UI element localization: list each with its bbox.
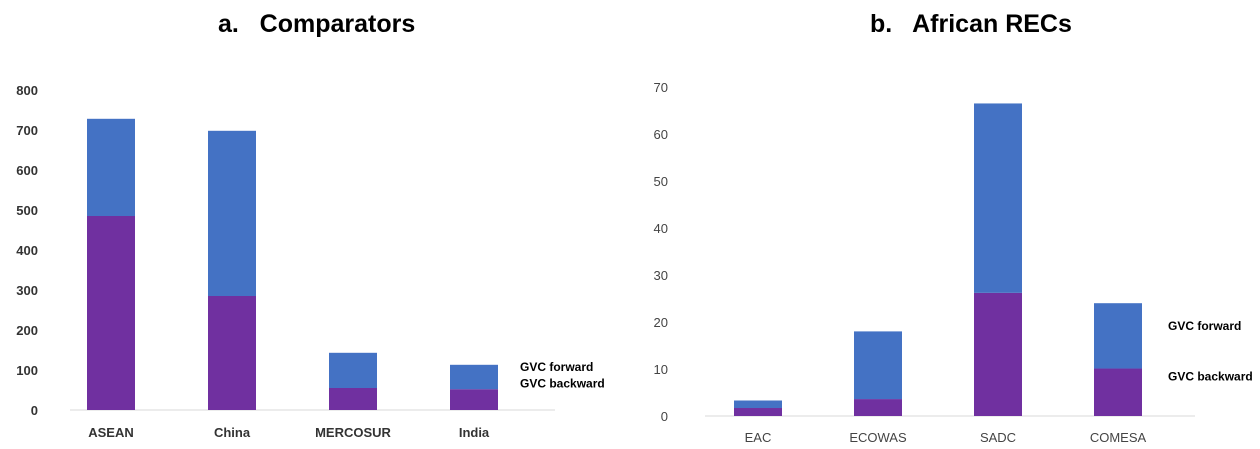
chart-a-x-label: India — [459, 425, 490, 440]
chart-a-bar-mercosur-backward — [329, 388, 377, 410]
chart-a-legend-backward: GVC backward — [520, 377, 605, 391]
chart-b-bar-eac-forward — [734, 400, 782, 409]
chart-a-x-label: MERCOSUR — [315, 425, 391, 440]
chart-b-ytick-label: 50 — [654, 174, 668, 189]
chart-b-ytick-label: 20 — [654, 315, 668, 330]
chart-b-ytick-label: 10 — [654, 362, 668, 377]
chart-b-legend-backward: GVC backward — [1168, 369, 1253, 383]
chart-a-x-label: China — [214, 425, 251, 440]
chart-b-bar-comesa-backward — [1094, 368, 1142, 416]
chart-b-ytick-label: 30 — [654, 268, 668, 283]
chart-b-ytick-label: 60 — [654, 127, 668, 142]
chart-a-ytick-label: 0 — [31, 403, 38, 418]
chart-a-bar-mercosur-forward — [329, 352, 377, 388]
chart-a-ytick-label: 700 — [16, 123, 38, 138]
chart-a-x-label: ASEAN — [88, 425, 134, 440]
chart-a-bar-india-backward — [450, 389, 498, 410]
chart-a-bar-india-forward — [450, 364, 498, 390]
chart-b-x-label: EAC — [745, 430, 772, 445]
chart-b-ytick-label: 70 — [654, 80, 668, 95]
chart-a-bar-china-backward — [208, 296, 256, 410]
chart-b-legend-forward: GVC forward — [1168, 319, 1241, 333]
chart-a-bar-china-forward — [208, 130, 256, 296]
chart-a-ytick-label: 600 — [16, 163, 38, 178]
chart-b-x-label: ECOWAS — [849, 430, 907, 445]
chart-a-ytick-label: 500 — [16, 203, 38, 218]
chart-a-ytick-label: 400 — [16, 243, 38, 258]
chart-b-ytick-label: 40 — [654, 221, 668, 236]
chart-b-title: b. African RECs — [870, 10, 1072, 38]
chart-b-x-label: SADC — [980, 430, 1016, 445]
chart-a-legend-forward: GVC forward — [520, 360, 593, 374]
chart-a-bar-asean-backward — [87, 216, 135, 410]
chart-b-bar-sadc-backward — [974, 292, 1022, 416]
chart-a-ytick-label: 100 — [16, 363, 38, 378]
chart-a-title: a. Comparators — [218, 10, 416, 38]
chart-a-bar-asean-forward — [87, 118, 135, 216]
chart-a-ytick-label: 300 — [16, 283, 38, 298]
chart-b-bar-comesa-forward — [1094, 303, 1142, 369]
chart-b-bar-sadc-forward — [974, 103, 1022, 293]
chart-b-bar-ecowas-forward — [854, 331, 902, 400]
chart-b-x-label: COMESA — [1090, 430, 1147, 445]
chart-b-bar-eac-backward — [734, 408, 782, 416]
chart-a-ytick-label: 200 — [16, 323, 38, 338]
chart-a-ytick-label: 800 — [16, 83, 38, 98]
chart-b-bar-ecowas-backward — [854, 399, 902, 416]
chart-b-ytick-label: 0 — [661, 409, 668, 424]
